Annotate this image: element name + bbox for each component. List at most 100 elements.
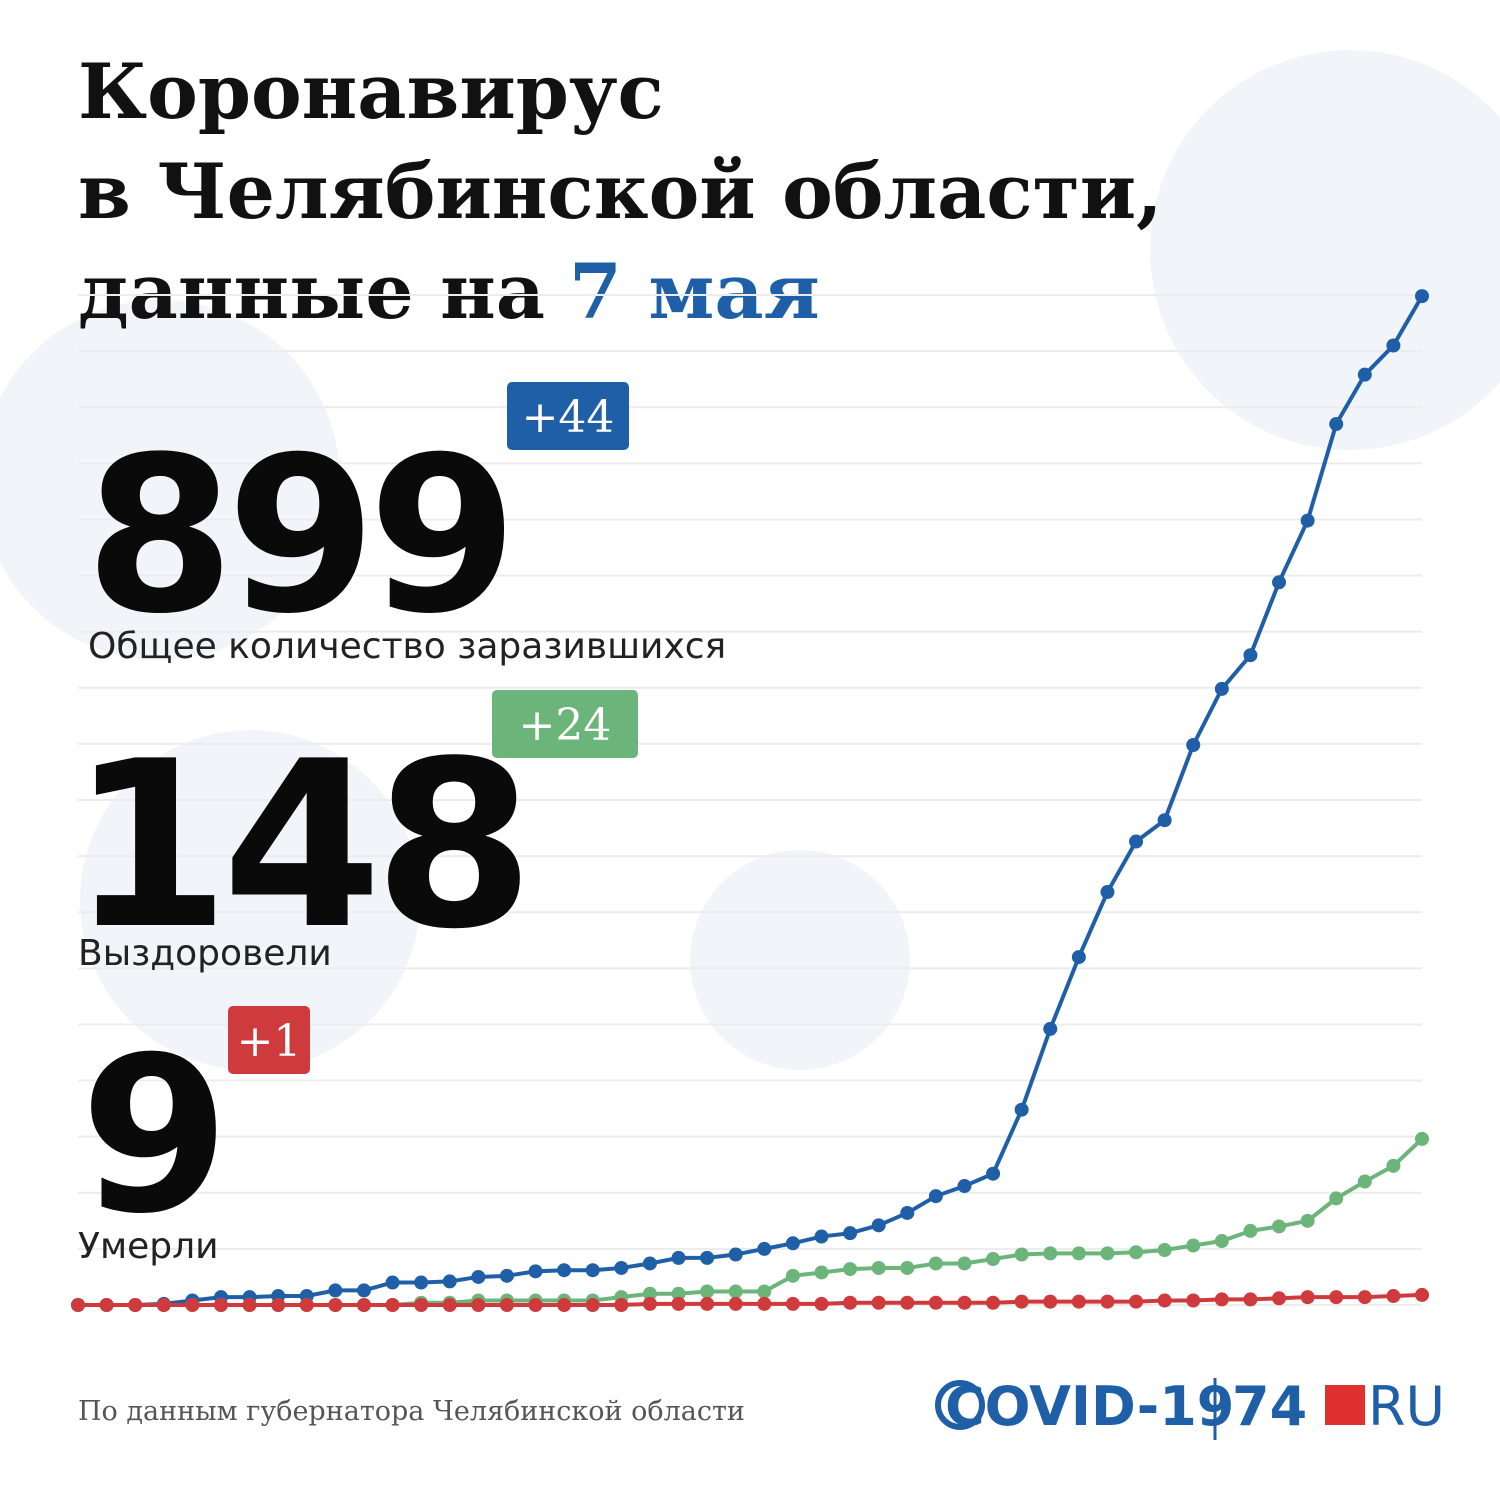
data-point [1100, 1294, 1115, 1309]
data-point [757, 1296, 772, 1311]
data-point [1100, 1246, 1115, 1261]
data-point [1300, 1290, 1315, 1305]
data-point [871, 1260, 886, 1275]
data-point [156, 1298, 171, 1312]
data-point [1071, 1294, 1086, 1309]
delta-badge [492, 690, 638, 758]
data-point [356, 1298, 371, 1312]
data-point [671, 1286, 686, 1301]
brand-square [1325, 1385, 1365, 1425]
data-point [757, 1241, 772, 1256]
data-point [1243, 1223, 1258, 1238]
data-point [785, 1236, 800, 1251]
data-point [986, 1166, 1001, 1181]
data-point [928, 1295, 943, 1310]
data-point [1357, 1174, 1372, 1189]
source: По данным губернатора Челябинской област… [78, 1396, 745, 1427]
data-point [671, 1250, 686, 1265]
logo-text: COVID-19 [945, 1375, 1234, 1438]
data-point [728, 1284, 743, 1299]
data-point [671, 1296, 686, 1311]
data-point [585, 1263, 600, 1278]
title-line: в Челябинской области, [78, 147, 1163, 236]
stat-value: 899 [85, 410, 510, 661]
data-point [1129, 834, 1144, 849]
delta-text: +44 [522, 392, 615, 443]
data-point [957, 1179, 972, 1194]
delta-text: +24 [519, 700, 612, 751]
data-point [843, 1226, 858, 1241]
data-point [328, 1283, 343, 1298]
data-point [1415, 289, 1429, 304]
data-point [242, 1298, 257, 1312]
data-point [71, 1298, 85, 1312]
data-point [185, 1298, 200, 1312]
data-point [1386, 1158, 1401, 1173]
data-point [814, 1265, 829, 1280]
data-point [957, 1256, 972, 1271]
delta-badge [507, 382, 629, 450]
data-point [928, 1189, 943, 1204]
data-point [1157, 813, 1172, 828]
data-point [900, 1295, 915, 1310]
virus-icon [935, 1380, 985, 1430]
data-point [900, 1205, 915, 1220]
data-point [1157, 1243, 1172, 1258]
data-point [642, 1296, 657, 1311]
data-point [700, 1296, 715, 1311]
series-line [78, 1137, 1424, 1307]
data-point [1129, 1294, 1144, 1309]
data-point [1186, 738, 1201, 753]
data-point [843, 1295, 858, 1310]
data-point [614, 1298, 629, 1312]
data-point [1357, 1290, 1372, 1305]
background-blobs [0, 50, 1500, 1070]
data-point [328, 1298, 343, 1312]
data-point [99, 1298, 114, 1312]
data-point [1357, 367, 1372, 382]
data-point [928, 1256, 943, 1271]
data-point [1014, 1247, 1029, 1262]
data-point [700, 1250, 715, 1265]
data-point [1071, 950, 1086, 965]
data-point [1415, 1131, 1429, 1146]
data-point [700, 1284, 715, 1299]
data-point [1300, 513, 1315, 528]
data-point [499, 1268, 514, 1283]
data-point [1214, 1234, 1229, 1249]
data-point [843, 1262, 858, 1277]
data-point [1243, 648, 1258, 663]
data-point [414, 1275, 429, 1290]
data-point [986, 1251, 1001, 1266]
title-line: данные на 7 мая [78, 247, 820, 336]
data-point [1214, 681, 1229, 696]
data-point [585, 1298, 600, 1312]
data-point [442, 1298, 457, 1312]
data-point [1186, 1238, 1201, 1253]
brand-num: 74 [1232, 1375, 1307, 1438]
data-point [785, 1268, 800, 1283]
data-point [1272, 575, 1287, 590]
title-line: Коронавирус [78, 47, 664, 136]
data-point [1272, 1291, 1287, 1306]
data-point [1043, 1021, 1058, 1036]
data-point [385, 1298, 400, 1312]
chart [71, 289, 1429, 1312]
data-point [528, 1264, 543, 1279]
data-point [1243, 1292, 1258, 1307]
stat-label: Общее количество заразившихся [88, 626, 726, 667]
data-point [557, 1298, 572, 1312]
data-point [642, 1256, 657, 1271]
data-point [1071, 1246, 1086, 1261]
data-point [1129, 1245, 1144, 1260]
data-point [1329, 417, 1344, 432]
data-point [642, 1286, 657, 1301]
data-point [356, 1283, 371, 1298]
data-point [1272, 1219, 1287, 1234]
stat-value: 148 [70, 713, 526, 980]
data-point [871, 1218, 886, 1233]
data-point [728, 1247, 743, 1262]
data-point [1386, 338, 1401, 353]
